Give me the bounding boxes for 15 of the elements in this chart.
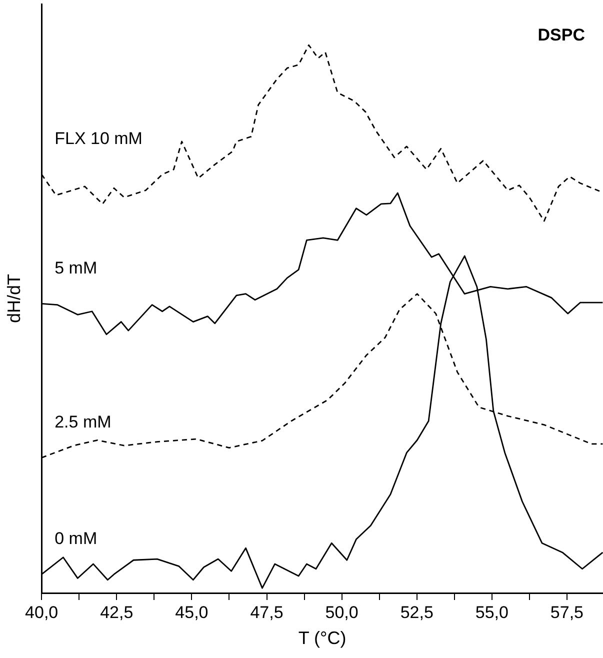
x-tick-label: 42,5 [100, 602, 134, 622]
x-tick-label: 40,0 [25, 602, 58, 622]
series-label: 5 mM [54, 258, 98, 278]
x-tick-label: 52,5 [400, 602, 434, 622]
x-axis-title: T (°C) [298, 628, 346, 648]
x-tick-label: 47,5 [250, 602, 284, 622]
x-tick-label: 50,0 [325, 602, 358, 622]
series-label: 2.5 mM [54, 412, 112, 432]
x-tick-label: 45,0 [175, 602, 208, 622]
chart-title: DSPC [538, 26, 585, 45]
series-label: 0 mM [54, 529, 98, 548]
series-label: FLX 10 mM [54, 129, 142, 148]
x-tick-label: 57,5 [550, 602, 584, 622]
y-axis-title: dH/dT [4, 274, 24, 324]
x-tick-label: 55,0 [475, 602, 508, 622]
